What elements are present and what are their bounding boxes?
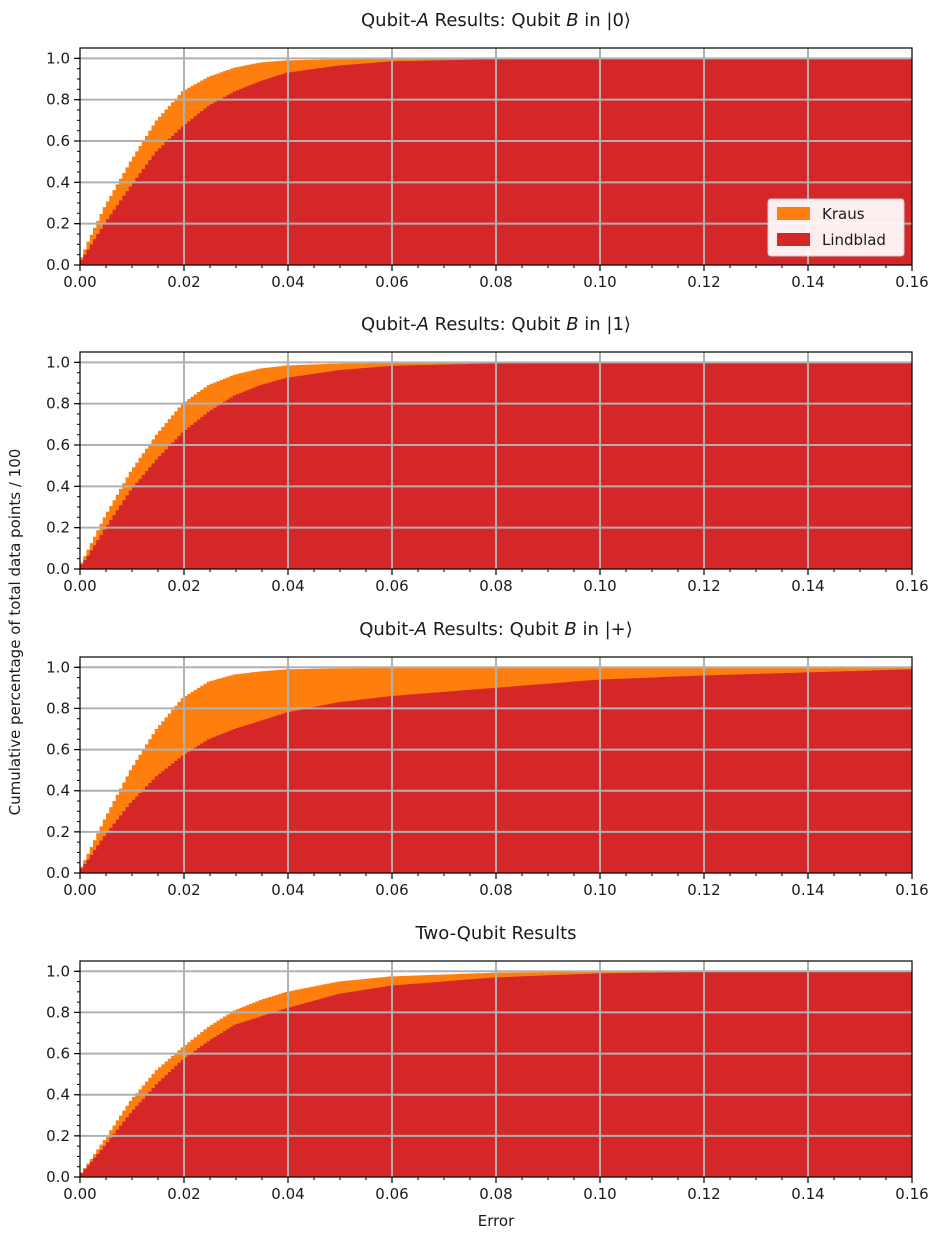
chart-panels: Qubit-A Results: Qubit B in |0⟩0.00 0.02 0… — [46, 10, 929, 1203]
x-tick-label: 0.06 — [375, 881, 408, 899]
x-tick-label: 0.08 — [479, 881, 512, 899]
x-tick-label: 0.00 — [63, 273, 96, 291]
x-tick-label: 0.06 — [375, 577, 408, 595]
y-tick-label: 0.0 — [46, 560, 70, 578]
panel-title-part: A — [416, 10, 429, 31]
x-tick-label: 0.12 — [687, 577, 720, 595]
panel-title-part: Results: Qubit — [429, 10, 566, 31]
x-tick-label: 0.10 — [583, 1185, 616, 1203]
panel-title-part: Qubit- — [361, 10, 417, 31]
y-tick-label: 0.8 — [46, 91, 70, 109]
x-tick-label: 0.16 — [895, 1185, 928, 1203]
panel-title-part: A — [414, 619, 427, 640]
panel-title-part: in |0⟩ — [579, 10, 631, 31]
y-tick-label: 0.6 — [46, 1045, 70, 1063]
y-tick-label: 0.6 — [46, 436, 70, 454]
x-tick-label: 0.14 — [791, 577, 824, 595]
y-axis-label: Cumulative percentage of total data poin… — [6, 449, 24, 816]
panel-title: Qubit-A Results: Qubit B in |0⟩ — [361, 10, 631, 31]
legend-swatch-kraus — [777, 207, 810, 220]
x-tick-label: 0.16 — [895, 273, 928, 291]
y-tick-label: 0.0 — [46, 1168, 70, 1186]
y-tick-label: 0.8 — [46, 699, 70, 717]
y-tick-label: 0.4 — [46, 782, 70, 800]
x-tick-label: 0.10 — [583, 577, 616, 595]
x-tick-label: 0.00 — [63, 1185, 96, 1203]
x-tick-label: 0.08 — [479, 1185, 512, 1203]
x-tick-label: 0.14 — [791, 881, 824, 899]
x-tick-label: 0.14 — [791, 1185, 824, 1203]
x-tick-label: 0.04 — [271, 273, 304, 291]
y-tick-label: 0.4 — [46, 173, 70, 191]
x-tick-label: 0.06 — [375, 1185, 408, 1203]
chart-panel: Qubit-A Results: Qubit B in |+⟩ 0.00 0.02 0… — [46, 619, 929, 899]
legend-swatch-lindblad — [777, 233, 810, 246]
panel-title-part: Qubit- — [359, 619, 415, 640]
y-tick-label: 0.4 — [46, 477, 70, 495]
y-tick-label: 0.8 — [46, 1003, 70, 1021]
x-tick-label: 0.02 — [167, 273, 200, 291]
x-tick-label: 0.16 — [895, 881, 928, 899]
y-tick-label: 1.0 — [46, 353, 70, 371]
y-tick-label: 0.4 — [46, 1086, 70, 1104]
x-tick-label: 0.04 — [271, 577, 304, 595]
y-tick-label: 0.0 — [46, 256, 70, 274]
panel-title: Two-Qubit Results — [414, 923, 576, 944]
panel-title-part: B — [566, 314, 578, 335]
x-tick-label: 0.10 — [583, 881, 616, 899]
legend-label-lindblad: Lindblad — [822, 231, 886, 249]
x-tick-label: 0.12 — [687, 1185, 720, 1203]
panel-title-part: B — [564, 619, 576, 640]
y-tick-label: 1.0 — [46, 658, 70, 676]
panel-title-part: in |+⟩ — [577, 619, 633, 640]
panel-title: Qubit-A Results: Qubit B in |+⟩ — [359, 619, 633, 640]
x-tick-label: 0.02 — [167, 1185, 200, 1203]
y-tick-label: 0.2 — [46, 215, 70, 233]
y-tick-label: 0.6 — [46, 132, 70, 150]
y-tick-label: 1.0 — [46, 962, 70, 980]
x-tick-label: 0.00 — [63, 881, 96, 899]
x-tick-label: 0.12 — [687, 881, 720, 899]
y-tick-label: 0.6 — [46, 741, 70, 759]
panel-title-part: Results: Qubit — [427, 619, 564, 640]
x-tick-label: 0.08 — [479, 273, 512, 291]
legend: Kraus Lindblad — [767, 198, 905, 257]
x-axis-label: Error — [478, 1212, 515, 1230]
y-tick-label: 0.2 — [46, 1127, 70, 1145]
chart-panel: Two-Qubit Results 0.00 0.02 0.04 0.06 0.08 0.1… — [46, 923, 929, 1203]
x-tick-label: 0.10 — [583, 273, 616, 291]
panel-title-part: B — [566, 10, 578, 31]
x-tick-label: 0.12 — [687, 273, 720, 291]
panel-title: Qubit-A Results: Qubit B in |1⟩ — [361, 314, 631, 335]
x-tick-label: 0.14 — [791, 273, 824, 291]
legend-label-kraus: Kraus — [822, 205, 865, 223]
x-tick-label: 0.06 — [375, 273, 408, 291]
chart-panel: Qubit-A Results: Qubit B in |1⟩ 0.00 0.02 0… — [46, 314, 929, 595]
panel-title-part: in |1⟩ — [579, 314, 631, 335]
x-tick-label: 0.04 — [271, 881, 304, 899]
chart-panel: Qubit-A Results: Qubit B in |0⟩ 0.00 0.02 0… — [46, 10, 929, 291]
y-tick-label: 0.2 — [46, 823, 70, 841]
panel-title-part: Qubit- — [361, 314, 417, 335]
panel-title-part: Two-Qubit Results — [414, 923, 576, 944]
x-tick-label: 0.02 — [167, 577, 200, 595]
y-tick-label: 0.2 — [46, 519, 70, 537]
panel-title-part: A — [416, 314, 429, 335]
y-tick-label: 0.0 — [46, 864, 70, 882]
x-tick-label: 0.00 — [63, 577, 96, 595]
panel-title-part: Results: Qubit — [429, 314, 566, 335]
x-tick-label: 0.16 — [895, 577, 928, 595]
x-tick-label: 0.08 — [479, 577, 512, 595]
y-tick-label: 1.0 — [46, 49, 70, 67]
y-tick-label: 0.8 — [46, 395, 70, 413]
x-tick-label: 0.04 — [271, 1185, 304, 1203]
x-tick-label: 0.02 — [167, 881, 200, 899]
